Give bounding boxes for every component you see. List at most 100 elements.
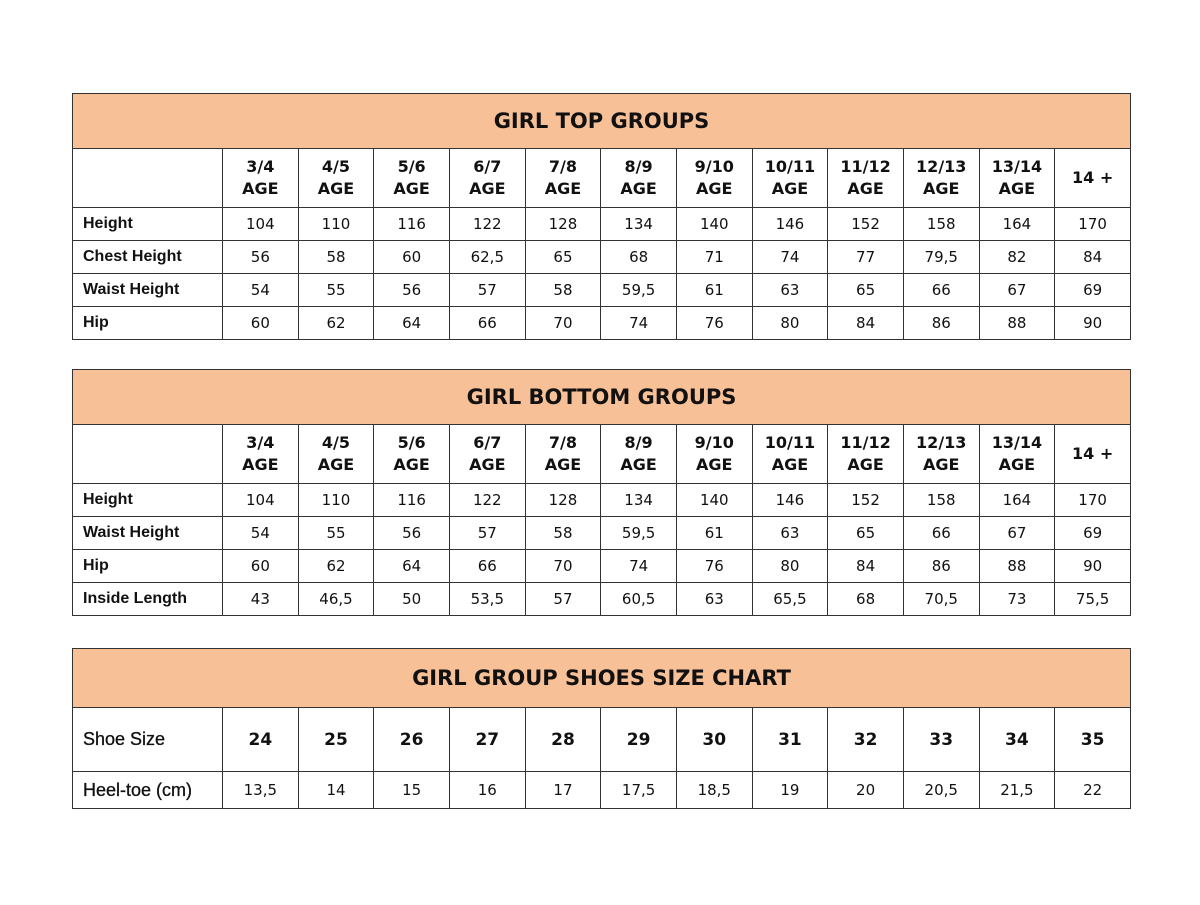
value-cell: 62 (297, 306, 375, 340)
value-cell: 146 (751, 483, 829, 517)
title-row: GIRL GROUP SHOES SIZE CHART (72, 648, 1131, 708)
column-header: 9/10 AGE (675, 148, 753, 208)
row-label: Chest Height (72, 240, 223, 274)
value-cell: 64 (373, 549, 450, 583)
value-cell: 122 (448, 207, 526, 241)
value-cell: 90 (1054, 306, 1131, 340)
value-cell: 70 (524, 549, 602, 583)
value-cell: 56 (373, 516, 450, 550)
shoe-size-cell: 31 (751, 707, 829, 772)
value-cell: 63 (675, 582, 753, 616)
table-row: Heel-toe (cm) 13,5 14 15 16 17 17,5 18,5 19 20 20,… (72, 771, 1131, 809)
value-cell: 60 (222, 306, 299, 340)
value-cell: 57 (448, 516, 526, 550)
column-header: 4/5 AGE (297, 424, 375, 484)
value-cell: 57 (448, 273, 526, 307)
value-cell: 46,5 (297, 582, 375, 616)
value-cell: 58 (297, 240, 375, 274)
value-cell: 170 (1054, 483, 1131, 517)
column-header: 13/14 AGE (978, 148, 1056, 208)
column-header: 7/8 AGE (524, 424, 602, 484)
table-row: Hip 60 62 64 66 70 74 76 80 84 86 88 90 (72, 549, 1131, 583)
value-cell: 122 (448, 483, 526, 517)
value-cell: 158 (902, 483, 980, 517)
value-cell: 65 (524, 240, 602, 274)
value-cell: 58 (524, 516, 602, 550)
column-header: 9/10 AGE (675, 424, 753, 484)
table-row: Height 104 110 116 122 128 134 140 146 152 158 164 1… (72, 207, 1131, 241)
value-cell: 70 (524, 306, 602, 340)
value-cell: 88 (978, 306, 1056, 340)
value-cell: 76 (675, 306, 753, 340)
value-cell: 66 (902, 273, 980, 307)
row-label: Waist Height (72, 273, 223, 307)
value-cell: 73 (978, 582, 1056, 616)
value-cell: 61 (675, 516, 753, 550)
column-header: 12/13 AGE (902, 148, 980, 208)
header-row: 3/4 AGE 4/5 AGE 5/6 AGE 6/7 AGE 7/8 AGE 8/9 A… (72, 424, 1131, 484)
value-cell: 82 (978, 240, 1056, 274)
value-cell: 69 (1054, 273, 1131, 307)
column-header: 8/9 AGE (600, 424, 677, 484)
row-label: Hip (72, 549, 223, 583)
column-header: 14 + (1054, 148, 1131, 208)
value-cell: 59,5 (600, 273, 677, 307)
value-cell: 70,5 (902, 582, 980, 616)
value-cell: 152 (827, 207, 904, 241)
value-cell: 128 (524, 483, 602, 517)
value-cell: 88 (978, 549, 1056, 583)
column-header: 5/6 AGE (373, 148, 450, 208)
title-row: GIRL BOTTOM GROUPS (72, 369, 1131, 425)
value-cell: 76 (675, 549, 753, 583)
column-header: 7/8 AGE (524, 148, 602, 208)
value-cell: 17,5 (600, 771, 677, 809)
value-cell: 14 (297, 771, 375, 809)
shoe-size-cell: 33 (902, 707, 980, 772)
shoe-size-row: Shoe Size 24 25 26 27 28 29 30 31 32 33 34 35 (72, 707, 1131, 772)
value-cell: 84 (1054, 240, 1131, 274)
value-cell: 56 (373, 273, 450, 307)
value-cell: 128 (524, 207, 602, 241)
shoe-size-cell: 35 (1054, 707, 1131, 772)
girl-top-groups-table: GIRL TOP GROUPS 3/4 AGE 4/5 AGE 5/6 AGE 6/7 … (72, 93, 1131, 340)
value-cell: 71 (675, 240, 753, 274)
row-label: Hip (72, 306, 223, 340)
value-cell: 84 (827, 306, 904, 340)
value-cell: 134 (600, 483, 677, 517)
girl-bottom-groups-table: GIRL BOTTOM GROUPS 3/4 AGE 4/5 AGE 5/6 AGE 6… (72, 369, 1131, 616)
value-cell: 50 (373, 582, 450, 616)
shoe-size-cell: 34 (978, 707, 1056, 772)
value-cell: 13,5 (222, 771, 299, 809)
value-cell: 54 (222, 273, 299, 307)
shoe-size-cell: 26 (373, 707, 450, 772)
column-header: 6/7 AGE (448, 148, 526, 208)
shoe-size-cell: 25 (297, 707, 375, 772)
row-label: Heel-toe (cm) (72, 771, 223, 809)
value-cell: 17 (524, 771, 602, 809)
value-cell: 55 (297, 516, 375, 550)
row-label: Waist Height (72, 516, 223, 550)
value-cell: 74 (600, 306, 677, 340)
value-cell: 116 (373, 207, 450, 241)
table-title: GIRL BOTTOM GROUPS (72, 369, 1131, 425)
value-cell: 84 (827, 549, 904, 583)
value-cell: 104 (222, 207, 299, 241)
shoe-size-cell: 29 (600, 707, 677, 772)
value-cell: 74 (751, 240, 829, 274)
value-cell: 61 (675, 273, 753, 307)
shoe-size-cell: 32 (827, 707, 904, 772)
row-label: Inside Length (72, 582, 223, 616)
column-header: 5/6 AGE (373, 424, 450, 484)
value-cell: 66 (448, 549, 526, 583)
value-cell: 104 (222, 483, 299, 517)
table-title: GIRL GROUP SHOES SIZE CHART (72, 648, 1131, 708)
value-cell: 116 (373, 483, 450, 517)
value-cell: 19 (751, 771, 829, 809)
value-cell: 140 (675, 207, 753, 241)
value-cell: 21,5 (978, 771, 1056, 809)
value-cell: 152 (827, 483, 904, 517)
value-cell: 80 (751, 306, 829, 340)
column-header: 12/13 AGE (902, 424, 980, 484)
value-cell: 56 (222, 240, 299, 274)
value-cell: 66 (902, 516, 980, 550)
